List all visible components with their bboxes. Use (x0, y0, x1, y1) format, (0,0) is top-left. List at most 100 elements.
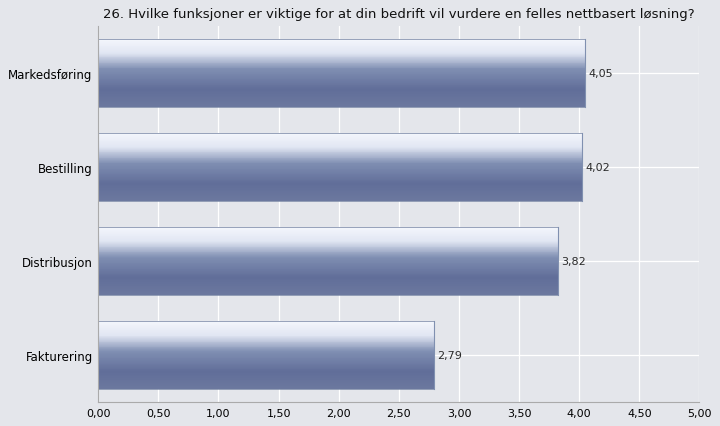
Bar (98, 278, 557, 279)
Title: 26. Hvilke funksjoner er viktige for at din bedrift vil vurdere en felles nettba: 26. Hvilke funksjoner er viktige for at … (103, 9, 695, 21)
Bar (98, 335, 433, 336)
Bar (98, 333, 433, 334)
Bar (98, 324, 433, 325)
Bar (98, 275, 557, 276)
Bar (98, 67, 585, 68)
Bar (98, 284, 557, 285)
Bar (98, 175, 582, 176)
Bar (98, 253, 557, 254)
Bar (98, 158, 582, 159)
Bar (98, 93, 585, 94)
Bar (98, 168, 582, 169)
Bar (98, 369, 433, 370)
Bar (98, 271, 557, 272)
Bar (98, 81, 585, 82)
Bar (98, 265, 557, 266)
Bar (98, 367, 433, 368)
Bar (98, 182, 582, 183)
Bar (98, 198, 582, 199)
Bar (98, 372, 433, 373)
Bar (98, 255, 557, 256)
Bar (98, 364, 433, 365)
Bar (98, 345, 433, 346)
Bar (98, 388, 433, 389)
Bar (98, 381, 433, 382)
Bar (98, 279, 557, 280)
Bar (98, 95, 585, 96)
Bar (98, 65, 585, 66)
Bar (98, 280, 557, 281)
Bar (98, 192, 582, 193)
Bar (98, 292, 557, 293)
Bar (98, 100, 585, 101)
Bar (98, 359, 433, 360)
Bar (98, 355, 433, 356)
Bar (98, 157, 582, 158)
Bar (98, 247, 557, 248)
Bar (98, 259, 557, 260)
Bar (98, 260, 557, 261)
Bar (98, 248, 557, 249)
Bar (98, 84, 585, 85)
Bar (98, 185, 582, 186)
Bar (98, 232, 557, 233)
Bar (98, 136, 582, 137)
Bar (98, 45, 585, 46)
Bar (98, 195, 582, 196)
Bar (98, 242, 557, 243)
Bar (98, 42, 585, 43)
Bar (98, 161, 582, 162)
Bar (98, 286, 557, 287)
Bar (98, 238, 557, 239)
Bar (98, 227, 557, 228)
Bar (98, 357, 433, 358)
Bar (98, 322, 433, 323)
Bar (98, 187, 582, 188)
Bar (98, 143, 582, 144)
Bar (98, 368, 433, 369)
Bar (98, 165, 582, 166)
Bar (98, 251, 557, 252)
Bar (98, 377, 433, 378)
Bar (98, 149, 582, 150)
Bar (98, 239, 557, 240)
Bar (98, 134, 582, 135)
Bar (98, 76, 585, 77)
Bar (98, 282, 557, 283)
Bar (98, 285, 557, 286)
Bar (98, 272, 557, 273)
Bar (98, 151, 582, 152)
Bar (98, 268, 557, 269)
Bar (98, 328, 433, 329)
Bar (98, 57, 585, 58)
Bar (98, 166, 582, 167)
Bar (98, 362, 433, 363)
Bar (98, 73, 585, 74)
Bar (98, 264, 557, 265)
Bar (98, 159, 582, 160)
Bar (98, 144, 582, 145)
Bar (98, 337, 433, 338)
Bar (98, 237, 557, 238)
Bar (98, 283, 557, 284)
Bar (98, 89, 585, 90)
Bar (98, 176, 582, 177)
Bar (98, 79, 585, 80)
Text: 4,05: 4,05 (589, 69, 613, 78)
Bar (98, 287, 557, 288)
Bar (98, 68, 585, 69)
Bar (98, 138, 582, 139)
Bar (98, 160, 582, 161)
Bar (98, 341, 433, 342)
Bar (98, 77, 585, 78)
Bar (98, 234, 557, 235)
Bar (98, 137, 582, 138)
Bar (98, 82, 585, 83)
Bar (98, 288, 557, 289)
Bar (98, 346, 433, 347)
Bar (98, 64, 585, 65)
Bar (98, 74, 585, 75)
Bar (98, 342, 433, 343)
Bar (98, 41, 585, 42)
Bar (98, 47, 585, 48)
